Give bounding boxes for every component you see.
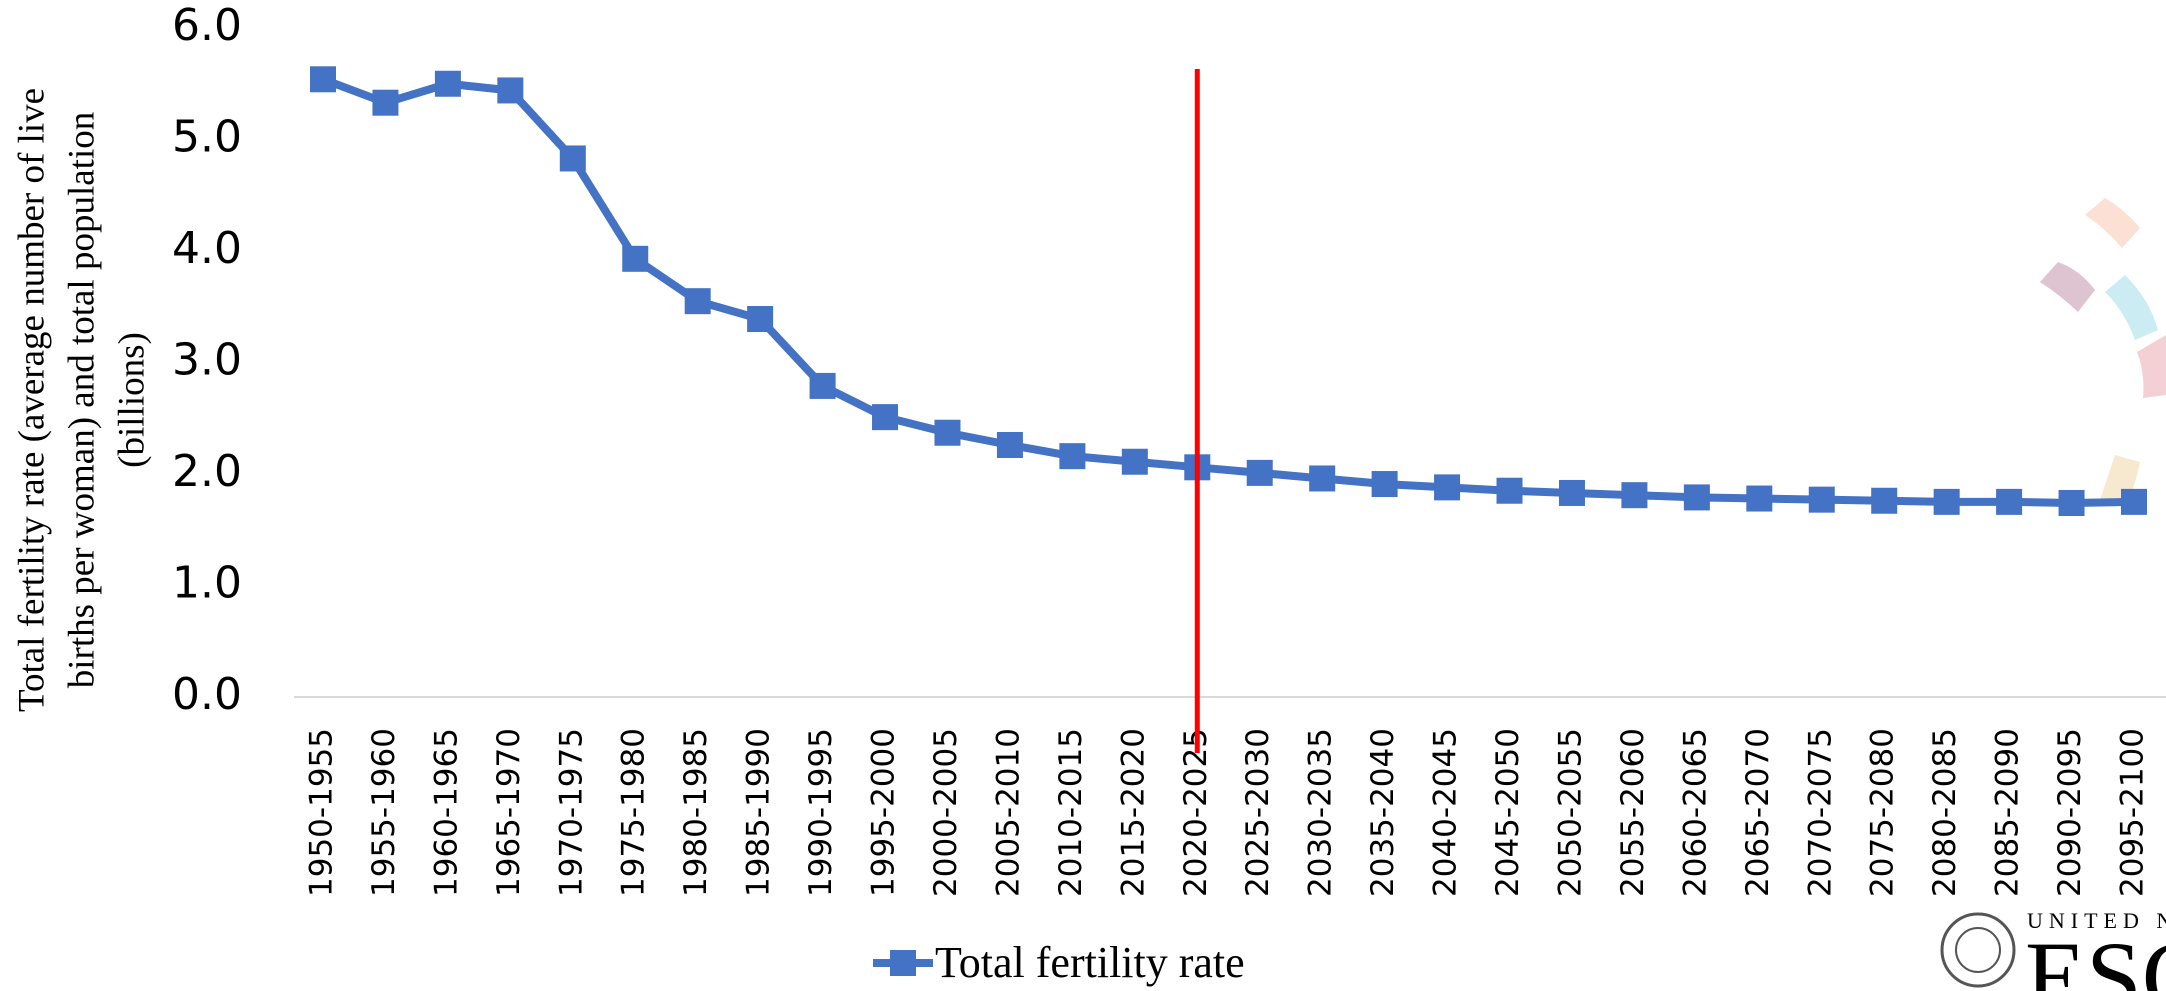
x-tick-label: 1955-1960	[366, 728, 402, 897]
x-tick-label: 2085-2090	[1990, 728, 2026, 897]
x-tick-label: 2050-2055	[1552, 728, 1588, 897]
x-tick-label: 2075-2080	[1865, 728, 1901, 897]
marker	[1434, 474, 1461, 501]
y-tick-label: 2.0	[172, 446, 242, 497]
x-tick-label: 2055-2060	[1615, 728, 1651, 897]
x-tick-label: 1975-1980	[616, 728, 652, 897]
y-axis-title: (billions)	[111, 332, 152, 468]
marker	[1121, 448, 1148, 475]
y-tick-label: 0.0	[172, 669, 242, 720]
logo-arc	[2137, 335, 2166, 398]
marker	[872, 404, 899, 431]
y-tick-label: 3.0	[172, 335, 242, 386]
x-tick-label: 2020-2025	[1178, 728, 1214, 897]
marker	[1246, 459, 1273, 486]
y-tick-label: 5.0	[172, 112, 242, 163]
marker	[1309, 465, 1336, 492]
y-axis-title: births per woman) and total population	[61, 112, 102, 688]
line-series	[321, 75, 2135, 507]
legend-label: Total fertility rate	[935, 938, 1245, 987]
marker	[1558, 479, 1585, 506]
legend-swatch	[890, 950, 916, 976]
x-tick-label: 2010-2015	[1053, 728, 1089, 897]
x-tick-label: 2070-2075	[1802, 728, 1838, 897]
x-tick-label: 1965-1970	[491, 728, 527, 897]
x-tick-label: 2005-2010	[990, 728, 1026, 897]
marker	[1371, 471, 1398, 498]
marker	[996, 432, 1023, 459]
x-tick-label: 1960-1965	[428, 728, 464, 897]
x-tick-label: 2080-2085	[1927, 728, 1963, 897]
x-tick-label: 2000-2005	[928, 728, 964, 897]
x-tick-label: 2035-2040	[1365, 728, 1401, 897]
marker	[372, 89, 399, 116]
logo-arc	[2085, 198, 2140, 248]
marker	[622, 245, 649, 272]
marker	[1871, 487, 1898, 514]
marker	[2058, 489, 2085, 516]
logo-emblem	[1955, 927, 2001, 973]
x-tick-label: 2025-2030	[1240, 728, 1276, 897]
marker	[1933, 488, 1960, 515]
x-tick-label: 2065-2070	[1740, 728, 1776, 897]
marker	[1496, 477, 1523, 504]
marker	[2121, 488, 2147, 515]
marker	[1059, 443, 1086, 470]
x-tick-label: 2030-2035	[1303, 728, 1339, 897]
logo-arc	[2040, 262, 2095, 312]
marker	[434, 70, 461, 97]
x-tick-label: 1985-1990	[741, 728, 777, 897]
x-tick-label: 1970-1975	[553, 728, 589, 897]
marker	[684, 288, 711, 315]
logo-emblem	[1940, 912, 2016, 988]
x-tick-label: 2015-2020	[1115, 728, 1151, 897]
marker	[934, 419, 961, 446]
marker	[497, 77, 524, 104]
x-tick-label: 2045-2050	[1490, 728, 1526, 897]
logo-text: ESC	[2025, 921, 2166, 991]
marker	[310, 66, 336, 93]
y-tick-label: 4.0	[172, 223, 242, 274]
marker	[809, 372, 836, 399]
marker	[1621, 482, 1648, 509]
x-tick-label: 2040-2045	[1428, 728, 1464, 897]
x-tick-label: 2090-2095	[2052, 728, 2088, 897]
marker	[1746, 485, 1773, 512]
marker	[1683, 484, 1710, 511]
marker	[1996, 488, 2023, 515]
x-tick-label: 2095-2100	[2115, 728, 2151, 897]
marker	[1808, 486, 1835, 513]
x-tick-label: 2060-2065	[1677, 728, 1713, 897]
marker	[747, 306, 774, 333]
logo	[2040, 198, 2166, 505]
y-axis-title: Total fertility rate (average number of …	[11, 88, 52, 712]
x-tick-label: 1950-1955	[304, 728, 340, 897]
x-tick-label: 1980-1985	[678, 728, 714, 897]
logo-text: UNITED N	[2027, 908, 2166, 933]
x-tick-label: 1990-1995	[803, 728, 839, 897]
y-tick-label: 1.0	[172, 558, 242, 609]
marker	[559, 145, 586, 172]
logo-arc	[2105, 275, 2158, 340]
y-tick-label: 6.0	[172, 0, 242, 51]
x-tick-label: 1995-2000	[866, 728, 902, 897]
